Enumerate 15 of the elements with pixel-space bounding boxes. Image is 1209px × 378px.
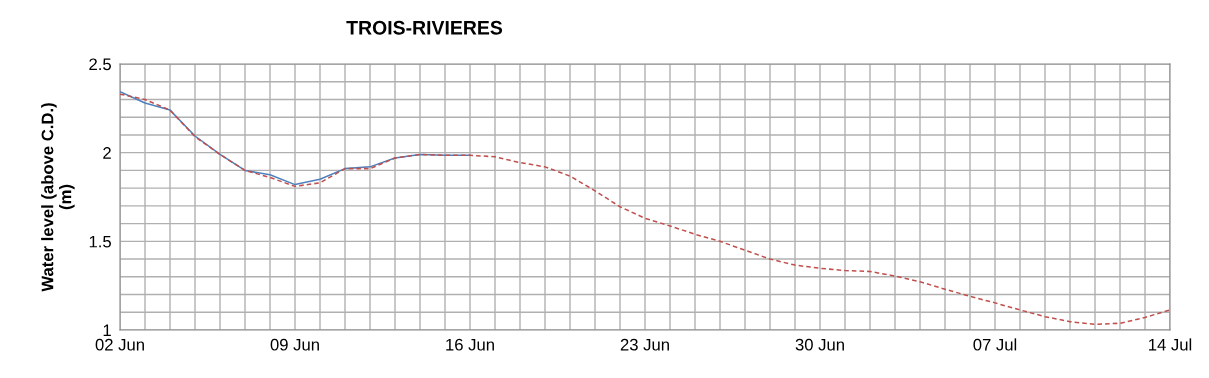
x-tick-label: 09 Jun xyxy=(270,338,319,351)
x-tick-label: 07 Jul xyxy=(973,338,1017,351)
y-tick-label: 1 xyxy=(103,324,111,337)
y-tick-label: 2.5 xyxy=(89,58,111,71)
x-tick-label: 23 Jun xyxy=(620,338,669,351)
chart-title: TROIS-RIVIERES xyxy=(346,20,503,35)
y-tick-label: 1.5 xyxy=(89,235,111,248)
line-series xyxy=(120,93,1170,326)
x-tick-label: 14 Jul xyxy=(1149,338,1192,351)
y-tick-label: 2 xyxy=(103,147,111,159)
line-series xyxy=(120,90,471,186)
y-axis-title: Water level (above C.D.) (m) xyxy=(41,103,75,292)
x-tick-label: 02 Jun xyxy=(95,338,144,351)
x-tick-label: 16 Jun xyxy=(446,338,494,351)
x-tick-label: 30 Jun xyxy=(795,338,844,351)
